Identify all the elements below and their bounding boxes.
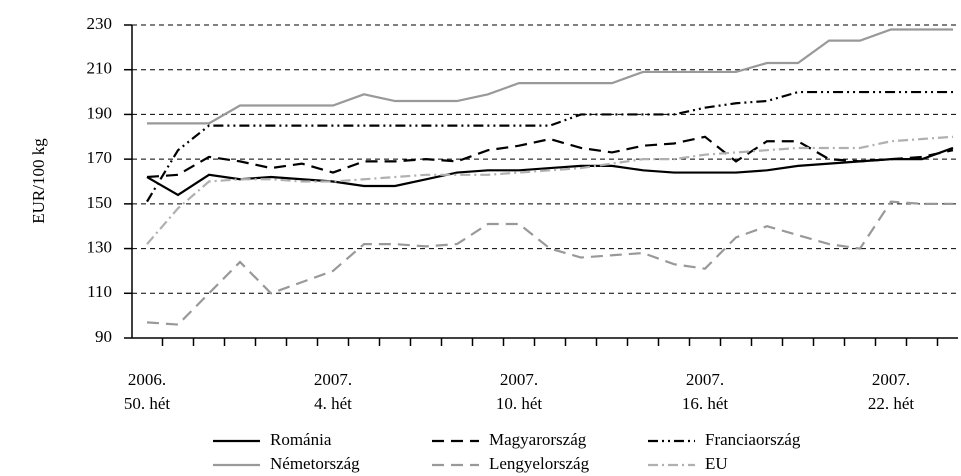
y-tick-label: 210	[87, 59, 113, 78]
x-tick-label: 50. hét	[124, 394, 171, 413]
x-tick-label: 10. hét	[496, 394, 543, 413]
y-tick-label: 130	[87, 237, 113, 256]
legend-label: Lengyelország	[489, 454, 590, 473]
y-tick-label: 110	[87, 282, 112, 301]
series-line	[146, 200, 953, 326]
x-tick-label: 2007.	[686, 370, 724, 389]
legend-label: EU	[705, 454, 728, 473]
series-line	[146, 146, 954, 197]
x-tick-label: 2007.	[872, 370, 910, 389]
x-tick-label: 2006.	[128, 370, 166, 389]
series-line	[146, 135, 954, 245]
y-tick-label: 230	[87, 14, 113, 33]
series-line	[146, 135, 954, 179]
series-line	[146, 90, 953, 203]
x-tick-label: 4. hét	[314, 394, 352, 413]
legend-label: Németország	[270, 454, 360, 473]
y-tick-label: 170	[87, 148, 113, 167]
series-line	[147, 28, 953, 125]
x-tick-label: 2007.	[500, 370, 538, 389]
y-tick-label: 150	[87, 193, 113, 212]
legend-label: Franciaország	[705, 430, 801, 449]
x-tick-label: 22. hét	[868, 394, 915, 413]
x-tick-label: 2007.	[314, 370, 352, 389]
legend-label: Románia	[270, 430, 332, 449]
legend-label: Magyarország	[489, 430, 587, 449]
y-tick-label: 190	[87, 103, 113, 122]
y-tick-label: 90	[95, 327, 112, 346]
x-tick-label: 16. hét	[682, 394, 729, 413]
y-axis-label: EUR/100 kg	[29, 138, 48, 224]
